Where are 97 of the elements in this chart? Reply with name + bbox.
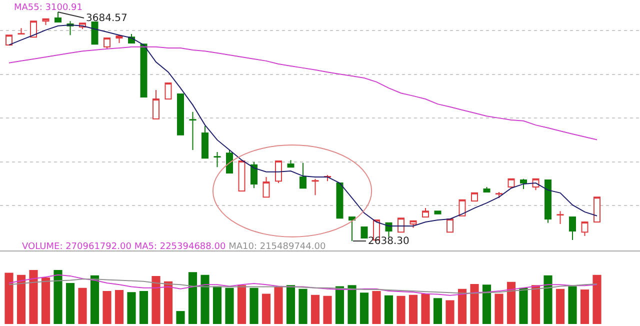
candlestick	[202, 125, 208, 159]
bar	[102, 291, 112, 324]
bar	[592, 274, 602, 324]
bar	[274, 286, 283, 324]
chart-title: VOLUME: 270961792.00	[22, 242, 132, 252]
candlestick	[594, 196, 600, 223]
candlestick	[116, 35, 123, 44]
bar	[176, 311, 185, 324]
candlestick	[30, 20, 37, 38]
bar	[212, 286, 222, 324]
annotation: 3684.57	[86, 13, 128, 24]
bar	[384, 295, 394, 324]
bar	[237, 285, 246, 324]
bar	[29, 270, 38, 324]
candlestick	[140, 44, 148, 98]
candlestick	[458, 199, 466, 216]
bar	[433, 298, 442, 324]
candlestick	[275, 160, 282, 184]
bar	[348, 285, 356, 324]
candlestick	[422, 208, 429, 218]
bar	[66, 282, 75, 324]
bar	[372, 291, 381, 324]
candlestick	[446, 218, 454, 233]
candlestick	[54, 12, 62, 22]
annotation: 2638.30	[368, 236, 410, 247]
bar	[225, 288, 234, 324]
bar	[78, 288, 87, 324]
bar	[396, 296, 406, 324]
bar	[188, 272, 198, 324]
bar	[41, 278, 50, 324]
candlestick	[581, 222, 588, 237]
bar	[286, 285, 296, 324]
candlestick	[214, 151, 221, 168]
candlestick	[6, 34, 12, 46]
candlestick	[287, 160, 294, 168]
candlestick	[508, 178, 515, 188]
bar	[4, 272, 14, 324]
candlestick	[189, 111, 196, 151]
bar	[114, 290, 124, 324]
candlestick	[300, 162, 306, 189]
candlestick	[164, 82, 172, 100]
bar	[16, 274, 26, 324]
bar	[494, 294, 504, 324]
bar	[506, 282, 516, 324]
candlestick	[556, 210, 564, 224]
candlestick	[250, 162, 258, 189]
bar	[568, 286, 577, 324]
text: MA55: 3100.91	[14, 3, 82, 13]
bar	[54, 270, 62, 324]
bar	[482, 284, 492, 324]
candlestick	[434, 210, 442, 214]
candlestick	[410, 220, 417, 228]
candlestick	[569, 216, 576, 240]
candlestick	[104, 37, 110, 50]
bar	[544, 275, 552, 324]
candlestick	[483, 186, 490, 193]
bar	[310, 294, 320, 324]
bar	[580, 289, 590, 324]
bar	[164, 281, 173, 324]
bar	[298, 288, 308, 324]
candlestick	[336, 182, 344, 219]
bar	[458, 288, 467, 324]
bar	[139, 291, 148, 324]
candlestick	[152, 90, 160, 120]
candlestick	[348, 216, 356, 242]
candlestick	[262, 176, 270, 198]
candlestick	[177, 93, 184, 136]
candlestick	[238, 160, 246, 192]
candlestick	[91, 21, 98, 45]
bar	[90, 275, 100, 324]
bar	[519, 288, 528, 324]
bar	[446, 300, 454, 324]
candlestick	[398, 218, 404, 233]
bar	[531, 285, 540, 324]
bar	[421, 294, 430, 324]
bar	[335, 286, 344, 324]
candlestick	[226, 150, 233, 174]
bar	[408, 294, 418, 324]
candlestick	[18, 28, 25, 35]
bar	[556, 288, 565, 324]
bar	[200, 274, 210, 324]
candlestick	[520, 178, 527, 190]
candlestick	[471, 192, 478, 202]
candlestick	[42, 18, 50, 26]
bar	[470, 284, 479, 324]
candlestick	[496, 192, 502, 198]
bar	[152, 276, 160, 324]
text: MA10: 215489744.00	[228, 242, 326, 252]
bar	[323, 296, 332, 324]
candlestick	[312, 178, 319, 196]
candlestick	[360, 226, 368, 238]
bar	[127, 292, 136, 324]
candlestick	[544, 180, 552, 224]
bar	[360, 292, 369, 324]
bar	[262, 294, 271, 324]
text: MA5: 225394688.00	[134, 242, 226, 252]
bar	[250, 288, 258, 324]
